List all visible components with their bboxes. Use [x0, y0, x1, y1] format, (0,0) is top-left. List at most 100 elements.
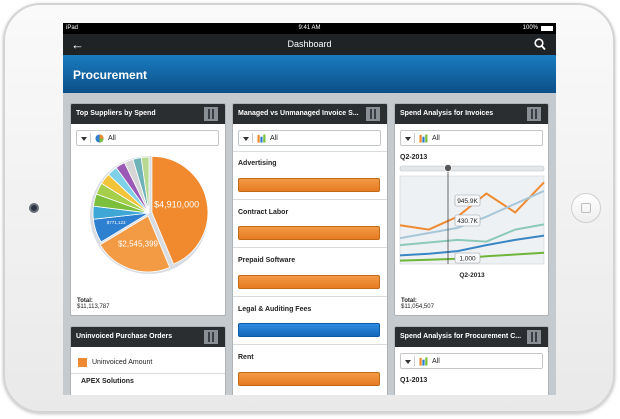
- filter-divider: [414, 133, 415, 143]
- tooltip-1-text: 945.9K: [457, 198, 478, 205]
- card-title: Managed vs Unmanaged Invoice S...: [238, 110, 359, 117]
- search-icon[interactable]: [534, 38, 546, 51]
- total-label: Total:: [77, 298, 93, 304]
- card-grip-icon[interactable]: [204, 107, 218, 121]
- card-grip-icon[interactable]: [366, 107, 380, 121]
- card-grip-icon[interactable]: [527, 330, 541, 344]
- battery-percent: 100%: [522, 25, 538, 31]
- pie-chart-icon: [95, 134, 104, 143]
- card-managed-unmanaged[interactable]: Managed vs Unmanaged Invoice S... All Ad…: [232, 103, 388, 395]
- total-label: Total:: [401, 298, 417, 304]
- supplier-row[interactable]: APEX Solutions: [81, 378, 134, 385]
- divider: [233, 247, 387, 248]
- tooltip-3-text: 1,000: [459, 256, 476, 263]
- divider: [233, 296, 387, 297]
- filter-divider: [252, 133, 253, 143]
- tooltip-1: 945.9K: [454, 194, 481, 207]
- category-bar[interactable]: [238, 226, 380, 240]
- card-top-suppliers[interactable]: Top Suppliers by Spend All $4,910,000 $2,…: [70, 103, 226, 316]
- category-label: Prepaid Software: [238, 257, 296, 264]
- filter-divider: [90, 133, 91, 143]
- category-bar[interactable]: [238, 178, 380, 192]
- range-slider-track[interactable]: [399, 165, 545, 172]
- divider: [233, 199, 387, 200]
- line-series[interactable]: [399, 223, 545, 247]
- divider: [233, 151, 387, 152]
- card-uninvoiced-po[interactable]: Uninvoiced Purchase Orders Uninvoiced Am…: [70, 326, 226, 395]
- category-bar[interactable]: [238, 275, 380, 289]
- status-time: 9:41 AM: [298, 25, 321, 31]
- filter-dropdown[interactable]: All: [76, 130, 219, 146]
- filter-dropdown[interactable]: All: [400, 353, 543, 369]
- crosshair-handle-icon[interactable]: [444, 164, 453, 172]
- category-bar[interactable]: [238, 372, 380, 386]
- filter-dropdown[interactable]: All: [238, 130, 381, 146]
- card-grip-icon[interactable]: [204, 330, 218, 344]
- status-bar: iPad 9:41 AM 100%: [63, 23, 556, 34]
- home-square-icon: [581, 203, 591, 213]
- home-button[interactable]: [571, 193, 601, 223]
- nav-bar: ← Dashboard: [63, 34, 556, 55]
- card-title: Uninvoiced Purchase Orders: [76, 333, 173, 340]
- card-header: Managed vs Unmanaged Invoice S...: [233, 104, 387, 124]
- pie-slice-label: $4,910,000: [154, 199, 199, 209]
- camera-icon: [29, 203, 39, 213]
- screen: iPad 9:41 AM 100% ← Dashboard Procuremen…: [63, 23, 556, 395]
- back-arrow-icon[interactable]: ←: [71, 37, 84, 52]
- page-banner: Procurement: [63, 55, 556, 93]
- tooltip-2-text: 430.7K: [457, 218, 478, 225]
- chevron-down-icon: [405, 360, 411, 364]
- period-label: Q2-2013: [400, 154, 428, 161]
- supplier-pie-chart: $4,910,000 $2,545,399 $771,123: [90, 156, 209, 274]
- legend-swatch: [78, 358, 87, 367]
- total-block: Total: $11,054,507: [401, 298, 434, 310]
- filter-dropdown[interactable]: All: [400, 130, 543, 146]
- category-bar[interactable]: [238, 323, 380, 337]
- card-header: Top Suppliers by Spend: [71, 104, 225, 124]
- legend-label: Uninvoiced Amount: [92, 359, 153, 366]
- pie-slice[interactable]: [99, 215, 171, 273]
- card-header: Uninvoiced Purchase Orders: [71, 327, 225, 347]
- carrier-label: iPad: [66, 25, 79, 31]
- chevron-down-icon: [81, 137, 87, 141]
- category-label: Rent: [238, 354, 254, 361]
- invoice-line-chart: 945.9K 430.7K 1,000 Q2-2013: [399, 164, 545, 279]
- filter-value: All: [270, 135, 278, 142]
- period-label: Q1-2013: [400, 377, 428, 384]
- pie-slice-label: $771,123: [107, 220, 126, 225]
- bar-chart-icon: [419, 357, 428, 366]
- category-label: Contract Labor: [238, 209, 289, 216]
- total-value: $11,113,787: [77, 304, 110, 310]
- chevron-down-icon: [243, 137, 249, 141]
- card-header: Spend Analysis for Procurement C...: [395, 327, 548, 347]
- tooltip-3: 1,000: [454, 252, 481, 264]
- pie-slice[interactable]: [140, 156, 150, 214]
- pie-slice[interactable]: [151, 156, 209, 265]
- tooltip-2: 430.7K: [454, 214, 481, 227]
- filter-value: All: [432, 135, 440, 142]
- category-label: Advertising: [238, 160, 277, 167]
- card-title: Spend Analysis for Procurement C...: [400, 333, 522, 340]
- battery-icon: [541, 26, 553, 31]
- bar-chart-icon: [419, 134, 428, 143]
- bar-chart-icon: [257, 134, 266, 143]
- x-axis-label: Q2-2013: [459, 272, 485, 279]
- card-grip-icon[interactable]: [527, 107, 541, 121]
- category-label: Legal & Auditing Fees: [238, 306, 312, 313]
- total-block: Total: $11,113,787: [77, 298, 109, 310]
- filter-value: All: [432, 358, 440, 365]
- chevron-down-icon: [405, 137, 411, 141]
- page-title: Procurement: [73, 68, 148, 82]
- divider: [71, 373, 225, 374]
- filter-value: All: [108, 135, 116, 142]
- card-spend-procurement[interactable]: Spend Analysis for Procurement C... All …: [394, 326, 549, 395]
- nav-title: Dashboard: [287, 39, 332, 49]
- dashboard-grid: Top Suppliers by Spend All $4,910,000 $2,…: [63, 93, 556, 395]
- pie-slice-label: $2,545,399: [118, 240, 159, 249]
- line-series[interactable]: [399, 234, 545, 257]
- card-title: Spend Analysis for Invoices: [400, 110, 494, 117]
- divider: [233, 344, 387, 345]
- card-spend-invoices[interactable]: Spend Analysis for Invoices All Q2-2013: [394, 103, 549, 316]
- card-header: Spend Analysis for Invoices: [395, 104, 548, 124]
